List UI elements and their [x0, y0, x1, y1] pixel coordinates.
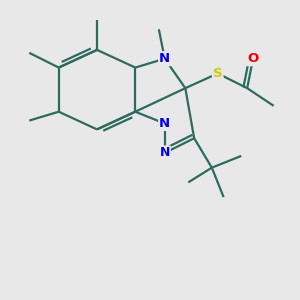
Text: N: N: [159, 117, 170, 130]
Text: N: N: [160, 146, 170, 159]
Text: O: O: [248, 52, 259, 65]
Text: S: S: [213, 67, 223, 80]
Text: N: N: [159, 52, 170, 65]
